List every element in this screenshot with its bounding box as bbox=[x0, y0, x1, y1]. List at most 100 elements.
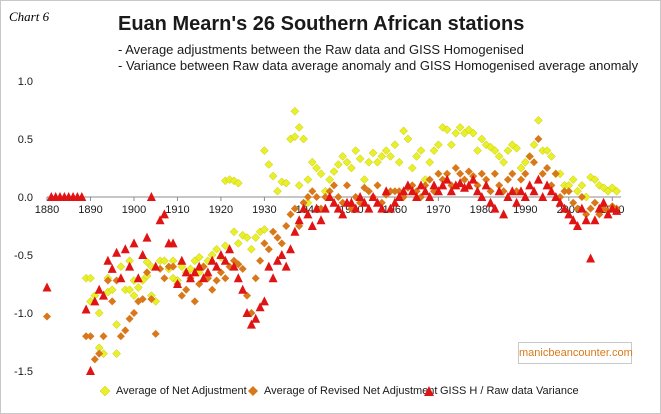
net-adjustment-point bbox=[473, 146, 482, 155]
variance-point bbox=[446, 186, 456, 196]
revised-adjustment-point bbox=[264, 245, 273, 254]
net-adjustment-point bbox=[86, 273, 95, 283]
chart-subtitle-2: - Variance between Raw data average anom… bbox=[118, 58, 639, 73]
revised-adjustment-point bbox=[151, 329, 160, 338]
revised-adjustment-point bbox=[390, 187, 399, 196]
revised-adjustment-point bbox=[130, 309, 138, 317]
x-tick-label: 1960 bbox=[383, 204, 407, 216]
net-adjustment-point bbox=[242, 233, 252, 242]
variance-point bbox=[525, 180, 535, 190]
net-adjustment-point bbox=[229, 227, 239, 237]
revised-adjustment-point bbox=[282, 222, 291, 230]
net-adjustment-point bbox=[612, 186, 622, 196]
legend-item-net-adjustment: Average of Net Adjustment bbox=[99, 385, 247, 397]
net-adjustment-point bbox=[316, 169, 326, 179]
variance-point bbox=[307, 221, 317, 230]
variance-point bbox=[94, 284, 104, 294]
net-adjustment-point bbox=[342, 157, 352, 167]
variance-point bbox=[407, 186, 417, 196]
net-adjustment-point bbox=[312, 163, 321, 173]
net-adjustment-point bbox=[264, 160, 274, 169]
legend-label-net-adjustment: Average of Net Adjustment bbox=[116, 385, 247, 397]
variance-point bbox=[381, 186, 391, 196]
x-tick-label: 1900 bbox=[122, 204, 146, 216]
net-adjustment-point bbox=[529, 140, 539, 150]
net-adjustment-point bbox=[542, 146, 552, 155]
legend-label-revised-adjustment: Average of Revised Net Adjustment bbox=[264, 385, 438, 397]
net-adjustment-point bbox=[381, 146, 391, 155]
net-adjustment-point bbox=[494, 152, 504, 161]
variance-point bbox=[199, 273, 208, 283]
net-adjustment-point bbox=[260, 225, 269, 234]
variance-point bbox=[333, 203, 343, 213]
triangle-icon bbox=[424, 386, 434, 396]
net-adjustment-point bbox=[394, 157, 404, 167]
y-axis-ticks: 1.0 0.5 0.0 -0.5 -1.0 -1.5 bbox=[14, 76, 33, 378]
variance-point bbox=[186, 273, 195, 283]
net-adjustment-point bbox=[577, 181, 587, 190]
net-adjustment-point bbox=[399, 126, 408, 136]
variance-point bbox=[533, 174, 543, 184]
variance-point bbox=[503, 192, 513, 201]
revised-adjustment-point bbox=[373, 181, 382, 190]
y-tick-label: 0.0 bbox=[18, 192, 33, 204]
net-adjustment-point bbox=[251, 233, 261, 242]
variance-point bbox=[325, 192, 335, 201]
variance-point bbox=[573, 221, 582, 230]
variance-point bbox=[220, 255, 230, 265]
variance-point bbox=[551, 192, 561, 201]
net-adjustment-point bbox=[573, 186, 582, 196]
variance-point bbox=[438, 180, 448, 190]
revised-adjustment-point bbox=[303, 193, 312, 201]
variance-point bbox=[168, 238, 178, 248]
chart-title: Euan Mearn's 26 Southern African station… bbox=[118, 13, 525, 35]
net-adjustment-point bbox=[299, 134, 308, 144]
revised-adjustment-point bbox=[586, 204, 595, 213]
variance-point bbox=[425, 192, 435, 201]
revised-adjustment-point bbox=[434, 169, 443, 178]
variance-point bbox=[473, 186, 482, 196]
variance-point bbox=[133, 273, 143, 283]
diamond-icon bbox=[99, 385, 111, 397]
revised-adjustment-point bbox=[525, 152, 534, 161]
revised-adjustment-point bbox=[451, 164, 460, 172]
legend-label-variance: GISS H / Raw data Variance bbox=[440, 385, 579, 397]
variance-point bbox=[299, 203, 309, 213]
net-adjustment-point bbox=[247, 244, 256, 254]
variance-point bbox=[603, 209, 613, 219]
net-adjustment-point bbox=[373, 157, 382, 167]
variance-point bbox=[460, 182, 469, 192]
revised-adjustment-point bbox=[99, 332, 108, 341]
variance-point bbox=[529, 186, 539, 196]
revised-adjustment-point bbox=[312, 193, 321, 201]
net-adjustment-point bbox=[273, 186, 282, 196]
revised-adjustment-point bbox=[190, 297, 199, 306]
net-adjustment-point bbox=[107, 285, 117, 295]
x-tick-label: 1970 bbox=[426, 204, 450, 216]
x-tick-label: 1980 bbox=[470, 204, 494, 216]
net-adjustment-point bbox=[442, 125, 452, 135]
variance-point bbox=[355, 192, 365, 201]
variance-point bbox=[516, 186, 526, 196]
variance-point bbox=[538, 192, 548, 201]
revised-adjustment-point bbox=[577, 193, 586, 201]
net-adjustment-point bbox=[451, 128, 461, 138]
net-adjustment-point bbox=[303, 175, 313, 184]
variance-point bbox=[151, 261, 161, 271]
watermark: manicbeancounter.com bbox=[518, 342, 633, 364]
variance-point bbox=[142, 232, 152, 242]
net-adjustment-point bbox=[364, 157, 374, 167]
net-adjustment-point bbox=[268, 171, 278, 181]
net-adjustment-point bbox=[477, 134, 487, 144]
variance-point bbox=[494, 186, 504, 196]
revised-adjustment-point bbox=[256, 256, 265, 265]
revised-adjustment-point bbox=[569, 198, 578, 207]
revised-adjustment-point bbox=[308, 187, 317, 196]
variance-point bbox=[486, 197, 495, 207]
net-adjustment-point bbox=[281, 178, 291, 188]
variance-point bbox=[364, 203, 374, 213]
net-adjustment-point bbox=[233, 178, 243, 188]
x-tick-label: 1890 bbox=[78, 204, 102, 216]
y-tick-label: 1.0 bbox=[18, 76, 33, 88]
